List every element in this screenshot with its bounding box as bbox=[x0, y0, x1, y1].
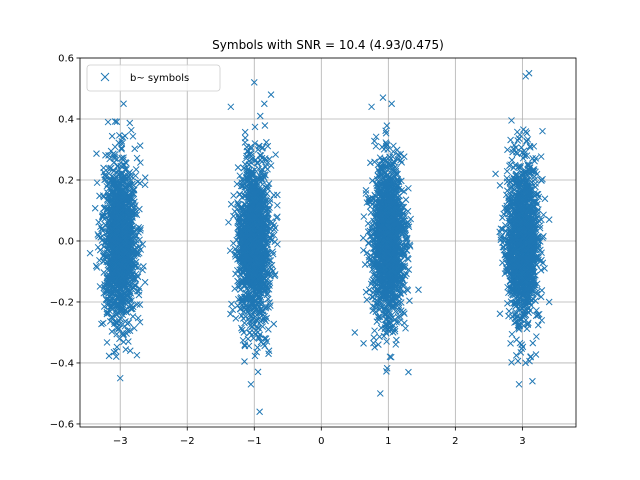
data-point bbox=[134, 314, 142, 322]
scatter-points bbox=[86, 69, 553, 416]
chart-title: Symbols with SNR = 10.4 (4.93/0.475) bbox=[212, 38, 444, 52]
